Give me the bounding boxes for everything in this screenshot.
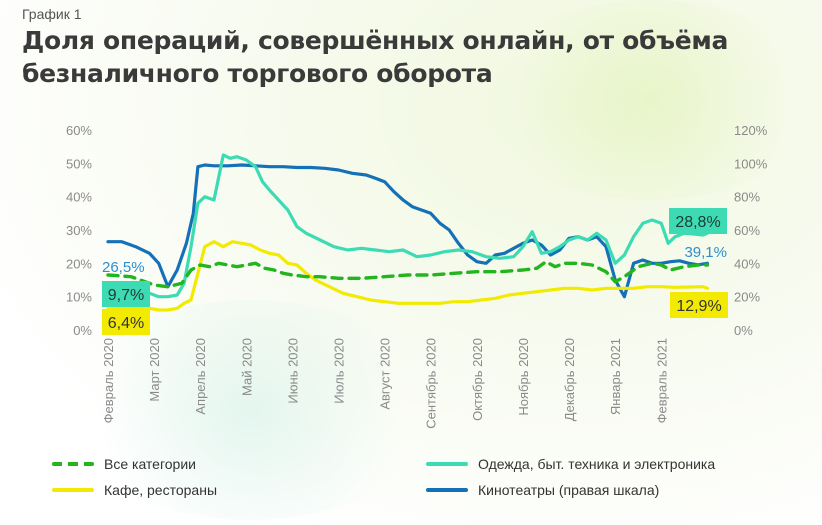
annotation-box	[102, 281, 150, 307]
x-tick-label: Октябрь 2020	[470, 338, 485, 421]
x-tick-label: Сентябрь 2020	[424, 338, 439, 429]
figure-label: График 1	[22, 6, 82, 22]
legend-label-all: Все категории	[104, 456, 196, 472]
legend-item-clothing: Одежда, быт. техника и электроника	[426, 456, 715, 472]
series-line-cafe	[106, 240, 709, 312]
y-right-tick-label: 40%	[734, 256, 760, 271]
y-right-tick-label: 80%	[734, 190, 760, 205]
annotation-label: 9,7%	[108, 287, 144, 304]
y-left-tick-label: 50%	[66, 156, 92, 171]
chart-title: Доля операций, совершённых онлайн, от об…	[22, 26, 729, 88]
legend-item-all: Все категории	[52, 456, 196, 472]
y-right-tick-label: 120%	[734, 123, 768, 138]
y-right-tick-label: 20%	[734, 290, 760, 305]
y-right-tick-label: 0%	[734, 323, 753, 338]
legend-item-cafe: Кафе, рестораны	[52, 482, 217, 498]
series-line-all	[106, 260, 710, 289]
y-right-tick-label: 60%	[734, 223, 760, 238]
y-right-tick-label: 100%	[734, 156, 768, 171]
annotation-label: 6,4%	[108, 315, 144, 332]
background-glow-lower	[60, 300, 440, 520]
x-tick-label: Март 2020	[147, 338, 162, 402]
series-line-clothing	[106, 153, 709, 300]
x-tick-label: Апрель 2020	[193, 338, 208, 415]
y-left-tick-label: 10%	[66, 290, 92, 305]
x-tick-label: Июль 2020	[332, 338, 347, 404]
legend-swatch-clothing	[426, 462, 468, 466]
background-glow	[480, 0, 820, 200]
annotation-box	[102, 309, 150, 335]
x-tick-label: Февраль 2021	[654, 338, 669, 423]
legend-label-cafe: Кафе, рестораны	[104, 482, 218, 498]
legend-label-clothing: Одежда, быт. техника и электроника	[478, 456, 716, 472]
y-left-tick-label: 20%	[66, 256, 92, 271]
annotation-box	[670, 292, 728, 318]
annotation-label: 26,5%	[102, 259, 145, 276]
x-tick-label: Декабрь 2020	[562, 338, 577, 421]
annotation-label: 39,1%	[684, 244, 727, 261]
x-tick-label: Июнь 2020	[285, 338, 300, 404]
y-left-tick-label: 40%	[66, 190, 92, 205]
y-left-tick-label: 0%	[73, 323, 92, 338]
annotation-box	[669, 208, 727, 234]
x-tick-label: Январь 2021	[608, 338, 623, 415]
annotation-label: 12,9%	[676, 298, 721, 315]
x-tick-label: Август 2020	[378, 338, 393, 410]
legend-label-cinema: Кинотеатры (правая шкала)	[478, 482, 660, 498]
y-left-tick-label: 30%	[66, 223, 92, 238]
y-left-tick-label: 60%	[66, 123, 92, 138]
legend-item-cinema: Кинотеатры (правая шкала)	[426, 482, 659, 498]
legend-swatch-cafe	[52, 488, 94, 492]
legend-swatch-all	[52, 462, 94, 466]
x-tick-label: Ноябрь 2020	[516, 338, 531, 416]
x-tick-label: Февраль 2020	[101, 338, 116, 423]
annotation-label: 28,8%	[675, 214, 720, 231]
x-tick-label: Май 2020	[239, 338, 254, 396]
legend-swatch-cinema	[426, 488, 468, 492]
